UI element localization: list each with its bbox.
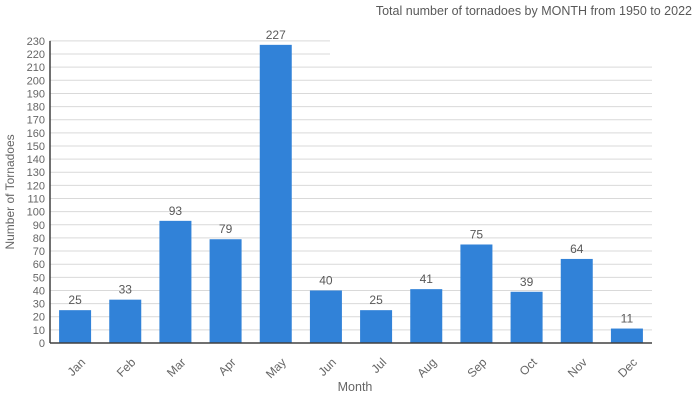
y-tick-label: 0	[39, 338, 45, 350]
y-tick-label: 190	[27, 88, 45, 100]
bar-feb	[109, 299, 142, 343]
bar-value-label: 25	[369, 293, 383, 307]
bar-value-label: 75	[470, 227, 484, 241]
y-tick-label: 30	[33, 299, 45, 311]
bar-jan	[59, 310, 92, 343]
bar-jul	[360, 310, 393, 343]
x-tick-label: Aug	[414, 355, 439, 380]
x-tick-label: Oct	[517, 355, 541, 379]
y-tick-label: 170	[27, 115, 45, 127]
y-tick-label: 200	[27, 75, 45, 87]
y-tick-label: 10	[33, 325, 45, 337]
bar-value-label: 39	[520, 275, 534, 289]
x-tick-label: Feb	[114, 355, 139, 380]
x-tick-label: Sep	[465, 355, 490, 380]
y-tick-label: 70	[33, 246, 45, 258]
x-tick-label: Apr	[216, 355, 239, 378]
y-tick-label: 140	[27, 154, 45, 166]
y-tick-label: 160	[27, 128, 45, 140]
y-tick-label: 230	[27, 36, 45, 48]
bar-apr	[209, 239, 242, 343]
bar-value-label: 11	[621, 312, 634, 326]
y-tick-label: 210	[27, 62, 45, 74]
y-axis-title: Number of Tornadoes	[3, 134, 17, 249]
bar-dec	[610, 328, 643, 343]
y-tick-label: 130	[27, 167, 45, 179]
bar-oct	[510, 291, 543, 343]
bar-value-label: 33	[119, 283, 133, 297]
bar-nov	[560, 258, 593, 343]
bar-value-label: 227	[266, 28, 286, 42]
x-tick-label: Jan	[65, 355, 89, 379]
y-tick-label: 110	[27, 194, 45, 206]
bar-jun	[309, 290, 342, 343]
chart-title: Total number of tornadoes by MONTH from …	[375, 4, 692, 18]
x-tick-label: Dec	[615, 355, 640, 380]
y-tick-label: 120	[27, 180, 45, 192]
x-tick-label: Jul	[368, 355, 389, 376]
bar-aug	[410, 289, 443, 343]
bar-value-label: 79	[219, 222, 233, 236]
y-tick-label: 90	[33, 220, 45, 232]
y-tick-label: 180	[27, 102, 45, 114]
x-axis-title: Month	[338, 380, 373, 394]
y-tick-label: 40	[33, 285, 45, 297]
y-tick-label: 220	[27, 49, 45, 61]
x-tick-label: Mar	[164, 355, 189, 380]
y-tick-label: 60	[33, 259, 45, 271]
bar-may	[259, 44, 292, 344]
y-tick-label: 150	[27, 141, 45, 153]
x-tick-label: Nov	[565, 355, 590, 380]
y-tick-label: 50	[33, 272, 45, 284]
bar-sep	[460, 244, 493, 343]
bar-mar	[159, 220, 192, 343]
bar-value-label: 64	[570, 242, 584, 256]
bar-value-label: 40	[319, 273, 333, 287]
y-tick-label: 80	[33, 233, 45, 245]
bar-value-label: 93	[169, 204, 183, 218]
y-tick-label: 20	[33, 312, 45, 324]
bar-value-label: 41	[420, 272, 434, 286]
y-tick-label: 100	[27, 207, 45, 219]
x-tick-label: Jun	[315, 355, 339, 379]
x-tick-label: May	[263, 355, 289, 381]
bar-value-label: 25	[68, 293, 82, 307]
